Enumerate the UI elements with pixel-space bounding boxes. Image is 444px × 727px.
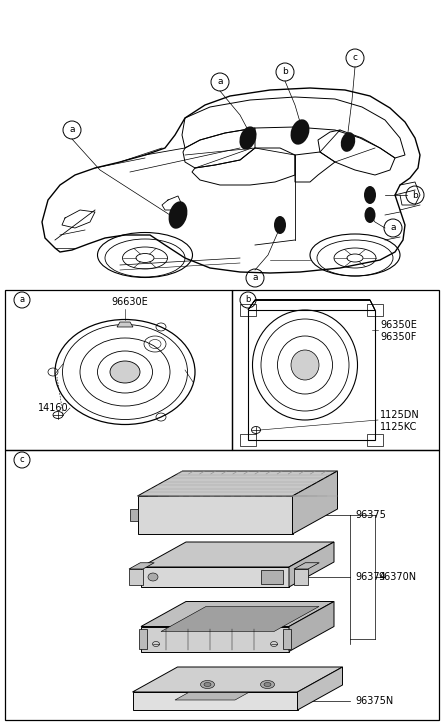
Bar	[367, 304, 383, 316]
Polygon shape	[141, 601, 334, 627]
Polygon shape	[117, 322, 133, 327]
Ellipse shape	[364, 186, 376, 204]
Text: a: a	[69, 126, 75, 134]
Ellipse shape	[148, 573, 158, 581]
Ellipse shape	[365, 207, 376, 223]
Text: 14160: 14160	[38, 403, 69, 413]
Ellipse shape	[169, 201, 187, 229]
Ellipse shape	[264, 683, 271, 686]
Polygon shape	[141, 542, 334, 567]
Text: b: b	[246, 295, 251, 305]
Polygon shape	[138, 471, 337, 496]
Text: 96374: 96374	[355, 572, 386, 582]
Ellipse shape	[290, 119, 309, 145]
Bar	[130, 509, 138, 521]
Polygon shape	[129, 563, 154, 569]
Bar	[5, 450, 439, 720]
Polygon shape	[141, 627, 289, 651]
Polygon shape	[132, 667, 342, 692]
Polygon shape	[161, 606, 319, 632]
Ellipse shape	[239, 126, 257, 150]
Text: c: c	[20, 456, 24, 465]
Ellipse shape	[204, 683, 211, 686]
Bar	[240, 304, 256, 316]
Bar	[139, 629, 147, 649]
Text: a: a	[252, 273, 258, 283]
Polygon shape	[293, 471, 337, 534]
Ellipse shape	[261, 680, 274, 688]
Bar	[367, 434, 383, 446]
Polygon shape	[289, 542, 334, 587]
Text: 96350F: 96350F	[380, 332, 416, 342]
Text: 96350E: 96350E	[380, 320, 417, 330]
Text: b: b	[282, 68, 288, 76]
Text: 1125KC: 1125KC	[380, 422, 417, 432]
Text: a: a	[217, 78, 223, 87]
Bar	[283, 629, 291, 649]
Ellipse shape	[272, 573, 282, 581]
Ellipse shape	[274, 216, 286, 234]
Polygon shape	[175, 693, 249, 700]
Text: a: a	[20, 295, 24, 305]
Bar	[240, 434, 256, 446]
Polygon shape	[138, 496, 293, 534]
Polygon shape	[289, 601, 334, 651]
Text: c: c	[353, 54, 357, 63]
Polygon shape	[294, 563, 319, 569]
Text: 96370N: 96370N	[378, 572, 416, 582]
Bar	[129, 569, 143, 585]
Text: 1125DN: 1125DN	[380, 410, 420, 420]
Bar	[261, 570, 283, 584]
Polygon shape	[141, 567, 289, 587]
Text: a: a	[390, 223, 396, 233]
Text: 96630E: 96630E	[111, 297, 148, 307]
Bar	[5, 290, 232, 450]
Polygon shape	[132, 692, 297, 710]
Ellipse shape	[201, 680, 214, 688]
Bar	[294, 569, 308, 585]
Polygon shape	[297, 667, 342, 710]
Bar	[232, 290, 439, 450]
Ellipse shape	[341, 132, 355, 152]
Ellipse shape	[110, 361, 140, 383]
Text: 96375: 96375	[355, 510, 386, 520]
Text: 96375N: 96375N	[355, 696, 393, 706]
Text: b: b	[412, 190, 418, 199]
Ellipse shape	[291, 350, 319, 380]
